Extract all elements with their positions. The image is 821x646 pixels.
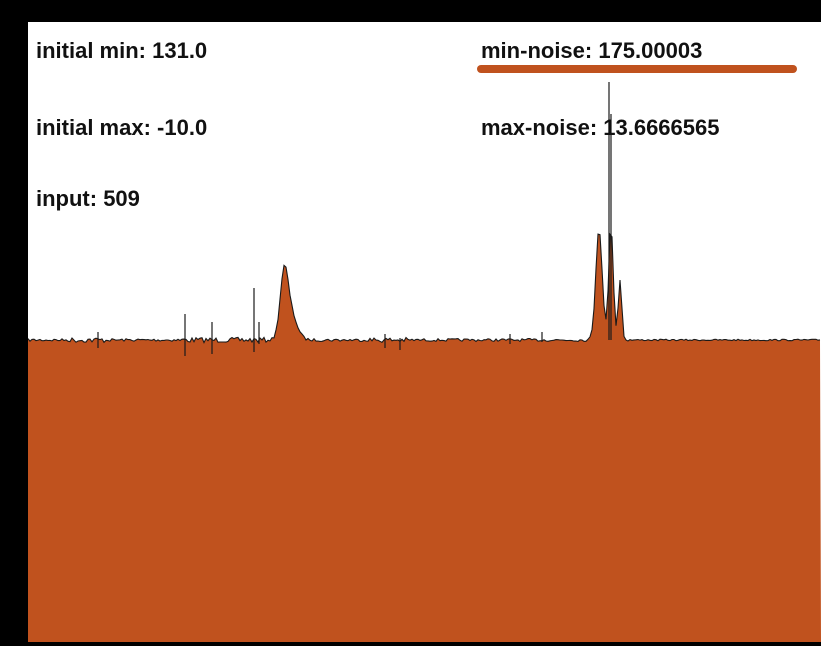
max-noise-readout: max-noise: 13.6666565	[481, 115, 720, 140]
initial-max-readout: initial max: -10.0	[36, 115, 208, 140]
waveform-fill-area	[28, 234, 821, 642]
waveform-spikes	[97, 82, 612, 356]
noise-waveform-plot	[28, 82, 821, 642]
min-noise-readout: min-noise: 175.00003	[481, 38, 703, 63]
initial-min-readout: initial min: 131.0	[36, 38, 208, 63]
min-noise-highlight-underline	[477, 65, 797, 73]
visualizer-canvas: initial min: 131.0 initial max: -10.0 in…	[28, 22, 821, 642]
input-readout: input: 509	[36, 186, 140, 211]
waveform-outline	[28, 232, 821, 344]
